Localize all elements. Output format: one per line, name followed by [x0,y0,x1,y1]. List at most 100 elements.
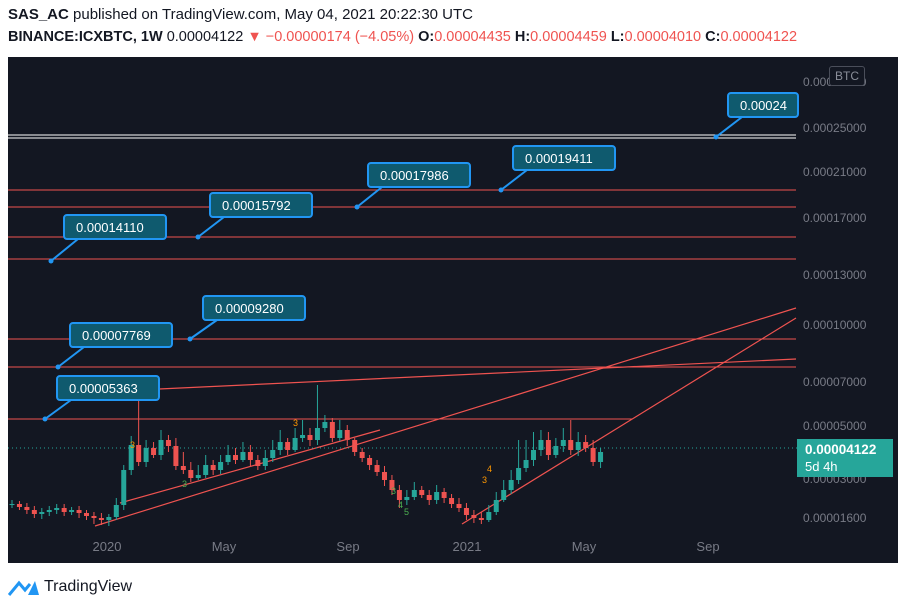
candle-body [84,513,89,516]
callout-label: 0.00015792 [222,198,291,213]
callout-pointer [197,216,225,238]
callout-anchor [354,204,360,210]
candle-body [262,458,268,466]
callout-pointer [356,186,383,208]
footer: TradingView [8,576,132,598]
candle-body [143,448,149,462]
candle-body [374,465,380,472]
price-callout[interactable]: 0.00024 [713,92,799,140]
ohlc-line: BINANCE:ICXBTC, 1W 0.00004122 ▼ −0.00000… [8,29,797,45]
callout-pointer [57,346,85,368]
candle-body [516,468,522,480]
sequence-marker: 4 [487,464,492,474]
candle-body [158,440,164,455]
publish-line: SAS_AC published on TradingView.com, May… [8,6,473,23]
price-callout[interactable]: 0.00019411 [498,145,616,193]
candle-body [575,442,581,450]
price-change: ▼ −0.00000174 (−4.05%) [247,29,415,45]
price-callout[interactable]: 0.00015792 [195,192,313,240]
price-callout[interactable]: 0.00014110 [48,214,167,264]
x-tick-label: 2020 [93,539,122,554]
trend-line [94,358,797,393]
candle-body [255,460,261,466]
author: SAS_AC [8,6,69,23]
price-callout[interactable]: 0.00009280 [187,295,306,342]
candle-body [113,505,119,517]
callout-anchor [195,234,201,240]
candle-body [218,462,224,470]
candle-body [292,438,298,450]
candle-body [344,430,350,440]
candle-body [285,442,291,450]
candle-body [382,472,387,480]
x-tick-label: Sep [336,539,359,554]
candle-body [69,510,75,512]
candle-body [233,455,238,460]
low-label: L: [610,29,625,45]
candle-body [270,450,276,458]
candle-body [493,500,499,512]
callout-anchor [498,187,504,193]
callout-box [512,145,616,171]
chart-background [8,57,898,563]
callout-pointer [715,116,743,138]
candle-body [538,440,544,450]
candle-body [31,510,37,514]
callout-pointer [189,319,218,340]
y-tick-label: 0.00010000 [803,318,867,332]
candle-body [128,445,134,470]
price-callout[interactable]: 0.00005363 [42,375,160,422]
candle-body [449,498,455,504]
y-tick-label: 0.00021000 [803,165,867,179]
trend-line [94,307,797,527]
candle-body [277,442,283,450]
candle-body [195,475,201,478]
callout-box [202,295,306,321]
candle-body [173,446,179,466]
close-label: C: [705,29,721,45]
candle-body [240,452,246,460]
y-tick-label: 0.00025000 [803,121,867,135]
callout-anchor [48,258,54,264]
callout-box [69,322,173,348]
candle-body [396,490,402,500]
candle-body [411,490,417,497]
candle-body [16,504,22,507]
candle-body [24,507,30,510]
candle-body [598,452,604,462]
callout-anchor [713,134,719,140]
candle-body [307,435,313,440]
candle-body [9,504,15,505]
callout-anchor [55,364,61,370]
candle-body [121,470,127,505]
callout-box [727,92,799,118]
callout-box [367,162,471,188]
high-label: H: [514,29,531,45]
high-value: 0.00004459 [530,29,607,45]
callout-label: 0.00007769 [82,328,151,343]
callout-anchor [187,336,193,342]
candle-body [441,492,447,498]
x-tick-label: Sep [696,539,719,554]
candle-body [583,442,589,448]
currency-badge[interactable]: BTC [829,66,865,86]
published-text: published on TradingView.com, May 04, 20… [73,6,473,23]
candle-body [560,440,566,446]
callout-pointer [50,238,79,262]
x-tick-label: May [212,539,237,554]
price-callout[interactable]: 0.00007769 [55,322,173,370]
candle-body [501,490,507,500]
candle-body [106,517,112,520]
trend-line [119,429,381,504]
callout-pointer [44,399,72,420]
callout-label: 0.00017986 [380,168,449,183]
time-axis: 2020 May Sep 2021 May Sep [93,539,720,554]
y-tick-label: 0.00017000 [803,211,867,225]
x-tick-label: 2021 [453,539,482,554]
candle-body [203,465,209,475]
price-callout[interactable]: 0.00017986 [354,162,471,210]
candle-body [404,497,410,500]
candle-body [300,435,306,438]
candle-body [352,440,358,452]
